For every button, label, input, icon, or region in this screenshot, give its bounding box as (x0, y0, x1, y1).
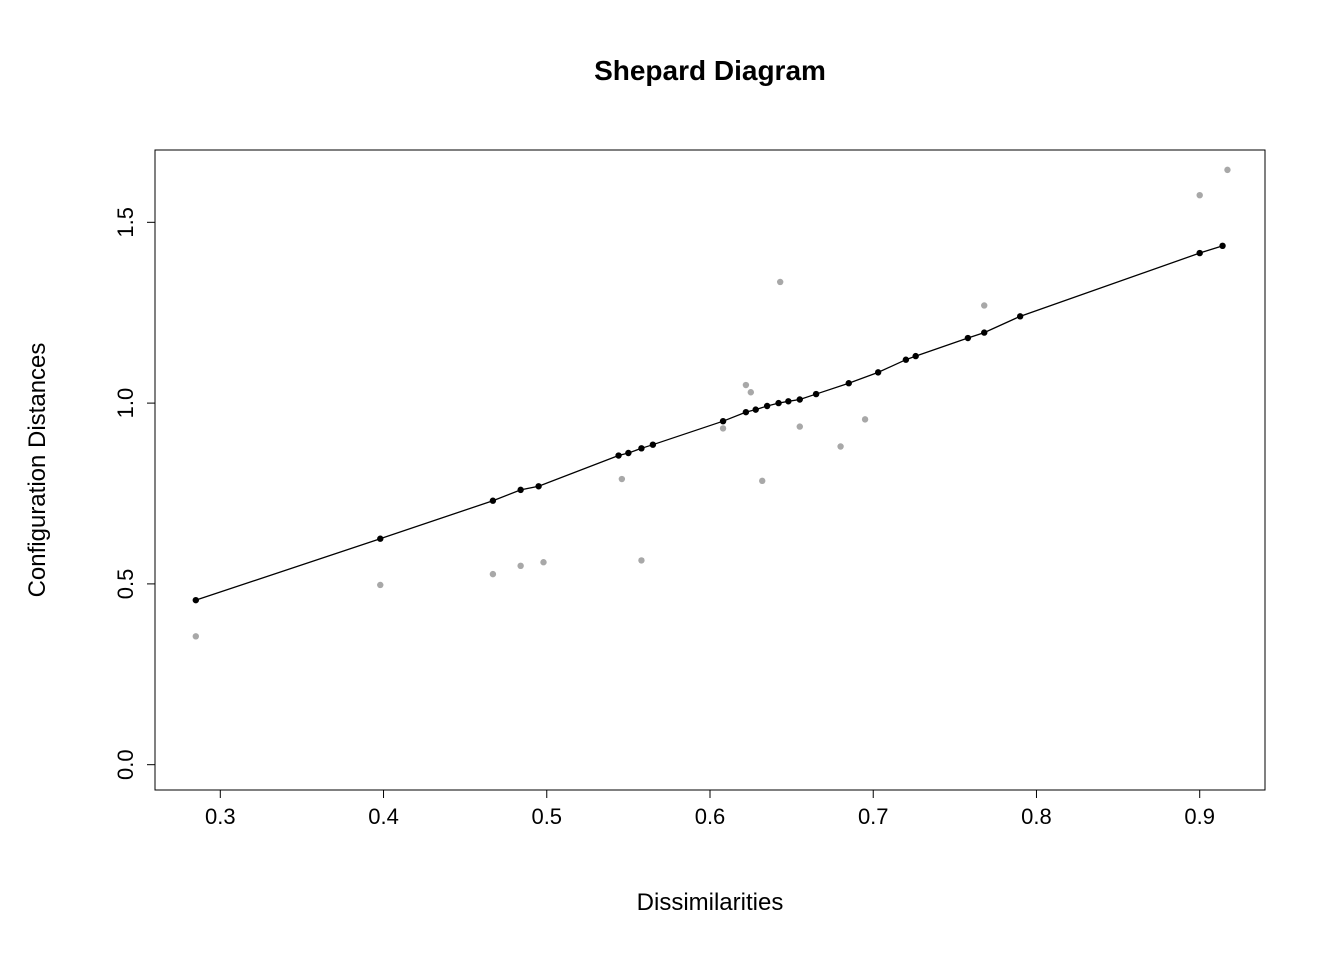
scatter-point-gray (193, 633, 199, 639)
scatter-point-black (775, 400, 781, 406)
scatter-point-black (785, 398, 791, 404)
scatter-point-black (1017, 313, 1023, 319)
scatter-point-black (875, 369, 881, 375)
x-tick-label: 0.8 (1021, 804, 1052, 829)
scatter-point-black (490, 498, 496, 504)
scatter-point-gray (540, 559, 546, 565)
scatter-point-black (615, 452, 621, 458)
y-tick-label: 0.0 (113, 749, 138, 780)
scatter-point-black (1219, 243, 1225, 249)
scatter-point-gray (759, 478, 765, 484)
x-tick-label: 0.4 (368, 804, 399, 829)
scatter-point-gray (638, 557, 644, 563)
scatter-point-black (638, 445, 644, 451)
scatter-point-black (650, 441, 656, 447)
x-tick-label: 0.5 (531, 804, 562, 829)
scatter-point-gray (837, 443, 843, 449)
x-tick-label: 0.6 (695, 804, 726, 829)
x-axis-label: Dissimilarities (637, 889, 784, 916)
y-tick-label: 1.0 (113, 388, 138, 419)
scatter-point-black (720, 418, 726, 424)
scatter-point-black (377, 536, 383, 542)
scatter-point-gray (720, 425, 726, 431)
x-tick-label: 0.7 (858, 804, 889, 829)
plot-border (155, 150, 1265, 790)
scatter-point-black (193, 597, 199, 603)
scatter-point-black (535, 483, 541, 489)
shepard-diagram-chart: Shepard Diagram 0.3 0.4 0.5 0.6 0.7 0.8 0.9 0.0 0… (0, 0, 1344, 960)
scatter-point-gray (797, 423, 803, 429)
chart-title: Shepard Diagram (594, 55, 826, 86)
scatter-point-gray (743, 382, 749, 388)
scatter-point-black (764, 403, 770, 409)
scatter-point-black (981, 329, 987, 335)
scatter-point-gray (377, 582, 383, 588)
scatter-point-black (517, 487, 523, 493)
scatter-point-black (846, 380, 852, 386)
scatter-point-gray (1224, 167, 1230, 173)
y-axis-label: Configuration Distances (24, 343, 51, 598)
scatter-point-gray (981, 302, 987, 308)
scatter-point-black (813, 391, 819, 397)
fit-line (196, 246, 1223, 600)
scatter-point-gray (748, 389, 754, 395)
scatter-point-gray (517, 563, 523, 569)
scatter-point-black (1197, 250, 1203, 256)
scatter-point-black (753, 406, 759, 412)
scatter-point-black (912, 353, 918, 359)
scatter-point-black (965, 335, 971, 341)
scatter-point-gray (490, 571, 496, 577)
chart-svg: Shepard Diagram 0.3 0.4 0.5 0.6 0.7 0.8 0.9 0.0 0… (0, 0, 1344, 960)
scatter-point-black (625, 450, 631, 456)
scatter-point-gray (619, 476, 625, 482)
y-tick-label: 0.5 (113, 569, 138, 600)
scatter-point-gray (777, 279, 783, 285)
y-tick-label: 1.5 (113, 207, 138, 238)
scatter-point-black (797, 396, 803, 402)
x-tick-label: 0.9 (1184, 804, 1215, 829)
scatter-point-gray (1197, 192, 1203, 198)
scatter-point-black (903, 357, 909, 363)
scatter-point-black (743, 409, 749, 415)
x-tick-label: 0.3 (205, 804, 236, 829)
scatter-point-gray (862, 416, 868, 422)
